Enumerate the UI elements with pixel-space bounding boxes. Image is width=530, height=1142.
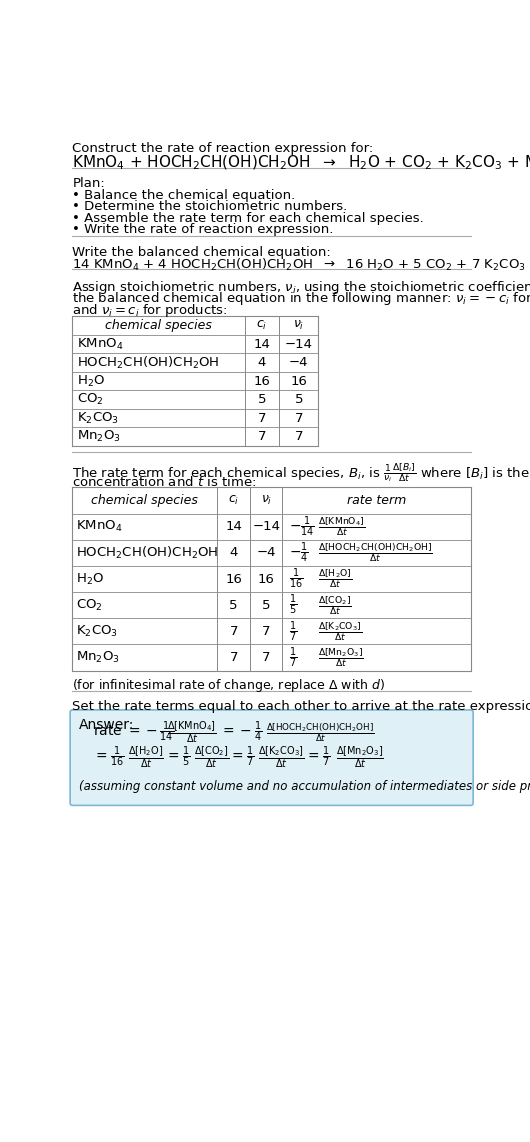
Text: chemical species: chemical species <box>92 494 198 507</box>
Text: $\frac{\Delta[\mathrm{Mn_2O_3}]}{\Delta t}$: $\frac{\Delta[\mathrm{Mn_2O_3}]}{\Delta … <box>336 745 384 770</box>
Text: 14: 14 <box>253 338 270 351</box>
Text: KMnO$_4$: KMnO$_4$ <box>77 337 123 352</box>
Text: HOCH$_2$CH(OH)CH$_2$OH: HOCH$_2$CH(OH)CH$_2$OH <box>76 545 219 561</box>
Text: 14 KMnO$_4$ + 4 HOCH$_2$CH(OH)CH$_2$OH  $\rightarrow$  16 H$_2$O + 5 CO$_2$ + 7 : 14 KMnO$_4$ + 4 HOCH$_2$CH(OH)CH$_2$OH $… <box>73 257 530 273</box>
Text: 16: 16 <box>253 375 270 387</box>
Text: 7: 7 <box>262 651 270 664</box>
Text: Mn$_2$O$_3$: Mn$_2$O$_3$ <box>76 650 120 665</box>
FancyBboxPatch shape <box>70 710 473 805</box>
Text: K$_2$CO$_3$: K$_2$CO$_3$ <box>77 410 119 426</box>
Text: $\frac{\Delta[\mathrm{HOCH_2CH(OH)CH_2OH}]}{\Delta t}$: $\frac{\Delta[\mathrm{HOCH_2CH(OH)CH_2OH… <box>318 541 433 564</box>
Text: 7: 7 <box>295 431 303 443</box>
Text: 7: 7 <box>229 651 238 664</box>
Text: $\frac{\Delta[\mathrm{KMnO_4}]}{\Delta t}$: $\frac{\Delta[\mathrm{KMnO_4}]}{\Delta t… <box>318 515 365 538</box>
Text: $= \frac{1}{7}$: $= \frac{1}{7}$ <box>305 745 330 769</box>
Text: 5: 5 <box>258 393 266 407</box>
Text: $\frac{\Delta[\mathrm{HOCH_2CH(OH)CH_2OH}]}{\Delta t}$: $\frac{\Delta[\mathrm{HOCH_2CH(OH)CH_2OH… <box>266 721 375 743</box>
Text: 16: 16 <box>290 375 307 387</box>
Text: 16: 16 <box>258 572 275 586</box>
Text: 5: 5 <box>229 598 238 612</box>
Text: $\nu_i$: $\nu_i$ <box>261 494 272 507</box>
Text: $= \frac{1}{5}$: $= \frac{1}{5}$ <box>165 745 191 769</box>
Text: rate term: rate term <box>347 494 407 507</box>
Text: 4: 4 <box>229 546 238 560</box>
Text: The rate term for each chemical species, $B_i$, is $\frac{1}{\nu_i}\frac{\Delta[: The rate term for each chemical species,… <box>73 461 530 484</box>
Text: $\frac{1}{7}$: $\frac{1}{7}$ <box>289 619 297 644</box>
Text: HOCH$_2$CH(OH)CH$_2$OH: HOCH$_2$CH(OH)CH$_2$OH <box>77 355 219 371</box>
Text: H$_2$O: H$_2$O <box>76 571 104 587</box>
Text: Mn$_2$O$_3$: Mn$_2$O$_3$ <box>77 429 121 444</box>
Text: $\frac{\Delta[\mathrm{CO_2}]}{\Delta t}$: $\frac{\Delta[\mathrm{CO_2}]}{\Delta t}$ <box>318 594 352 617</box>
Text: $-\frac{1}{14}$: $-\frac{1}{14}$ <box>289 515 315 539</box>
Text: $\frac{1}{16}$: $\frac{1}{16}$ <box>289 566 303 592</box>
Text: $\frac{\Delta[\mathrm{K_2CO_3}]}{\Delta t}$: $\frac{\Delta[\mathrm{K_2CO_3}]}{\Delta … <box>318 620 363 643</box>
Text: the balanced chemical equation in the following manner: $\nu_i = -c_i$ for react: the balanced chemical equation in the fo… <box>73 290 530 307</box>
Text: and $\nu_i = c_i$ for products:: and $\nu_i = c_i$ for products: <box>73 301 228 319</box>
Text: $\frac{\Delta[\mathrm{Mn_2O_3}]}{\Delta t}$: $\frac{\Delta[\mathrm{Mn_2O_3}]}{\Delta … <box>318 646 364 669</box>
Text: Set the rate terms equal to each other to arrive at the rate expression:: Set the rate terms equal to each other t… <box>73 700 530 713</box>
Text: 7: 7 <box>229 625 238 638</box>
Text: Construct the rate of reaction expression for:: Construct the rate of reaction expressio… <box>73 143 374 155</box>
Text: $\frac{\Delta[\mathrm{KMnO_4}]}{\Delta t}$: $\frac{\Delta[\mathrm{KMnO_4}]}{\Delta t… <box>167 719 216 745</box>
Text: (assuming constant volume and no accumulation of intermediates or side products): (assuming constant volume and no accumul… <box>78 780 530 793</box>
Text: 4: 4 <box>258 356 266 369</box>
Text: $-\frac{1}{4}$: $-\frac{1}{4}$ <box>289 540 308 565</box>
Text: 5: 5 <box>262 598 270 612</box>
Text: $= \frac{1}{7}$: $= \frac{1}{7}$ <box>229 745 254 769</box>
Text: KMnO$_4$ + HOCH$_2$CH(OH)CH$_2$OH  $\rightarrow$  H$_2$O + CO$_2$ + K$_2$CO$_3$ : KMnO$_4$ + HOCH$_2$CH(OH)CH$_2$OH $\righ… <box>73 154 530 172</box>
Text: 7: 7 <box>295 411 303 425</box>
Text: • Determine the stoichiometric numbers.: • Determine the stoichiometric numbers. <box>73 200 348 214</box>
Text: $\frac{\Delta[\mathrm{K_2CO_3}]}{\Delta t}$: $\frac{\Delta[\mathrm{K_2CO_3}]}{\Delta … <box>259 745 305 770</box>
Text: • Balance the chemical equation.: • Balance the chemical equation. <box>73 188 296 202</box>
Text: 7: 7 <box>258 411 266 425</box>
Text: −14: −14 <box>252 520 280 533</box>
Text: • Assemble the rate term for each chemical species.: • Assemble the rate term for each chemic… <box>73 211 424 225</box>
Text: 16: 16 <box>225 572 242 586</box>
Text: • Write the rate of reaction expression.: • Write the rate of reaction expression. <box>73 224 334 236</box>
Text: −14: −14 <box>285 338 313 351</box>
Text: $= -\frac{1}{4}$: $= -\frac{1}{4}$ <box>220 721 262 745</box>
Text: KMnO$_4$: KMnO$_4$ <box>76 520 123 534</box>
Text: −4: −4 <box>289 356 308 369</box>
Text: Assign stoichiometric numbers, $\nu_i$, using the stoichiometric coefficients, $: Assign stoichiometric numbers, $\nu_i$, … <box>73 279 530 296</box>
Text: CO$_2$: CO$_2$ <box>77 392 104 408</box>
Text: chemical species: chemical species <box>105 320 212 332</box>
Text: K$_2$CO$_3$: K$_2$CO$_3$ <box>76 624 118 638</box>
Text: Plan:: Plan: <box>73 177 105 190</box>
Text: $\frac{\Delta[\mathrm{H_2O}]}{\Delta t}$: $\frac{\Delta[\mathrm{H_2O}]}{\Delta t}$ <box>318 568 352 590</box>
Text: (for infinitesimal rate of change, replace Δ with $d$): (for infinitesimal rate of change, repla… <box>73 677 385 694</box>
Text: CO$_2$: CO$_2$ <box>76 597 103 613</box>
Text: $c_i$: $c_i$ <box>257 319 268 332</box>
Text: $= \frac{1}{16}$: $= \frac{1}{16}$ <box>93 745 125 769</box>
Text: $\nu_i$: $\nu_i$ <box>293 319 304 332</box>
Text: Answer:: Answer: <box>78 718 134 732</box>
Text: $\frac{1}{5}$: $\frac{1}{5}$ <box>289 593 297 618</box>
Text: $\frac{1}{7}$: $\frac{1}{7}$ <box>289 645 297 669</box>
Text: 7: 7 <box>262 625 270 638</box>
Text: Write the balanced chemical equation:: Write the balanced chemical equation: <box>73 246 331 258</box>
Text: H$_2$O: H$_2$O <box>77 373 105 388</box>
Text: 5: 5 <box>295 393 303 407</box>
Text: $c_i$: $c_i$ <box>228 494 239 507</box>
Text: $\frac{\Delta[\mathrm{CO_2}]}{\Delta t}$: $\frac{\Delta[\mathrm{CO_2}]}{\Delta t}$ <box>194 745 229 770</box>
Text: 14: 14 <box>225 520 242 533</box>
Text: 7: 7 <box>258 431 266 443</box>
Text: rate $= -\frac{1}{14}$: rate $= -\frac{1}{14}$ <box>93 721 174 745</box>
Text: concentration and $t$ is time:: concentration and $t$ is time: <box>73 475 257 489</box>
Text: −4: −4 <box>257 546 276 560</box>
Text: $\frac{\Delta[\mathrm{H_2O}]}{\Delta t}$: $\frac{\Delta[\mathrm{H_2O}]}{\Delta t}$ <box>128 745 164 770</box>
